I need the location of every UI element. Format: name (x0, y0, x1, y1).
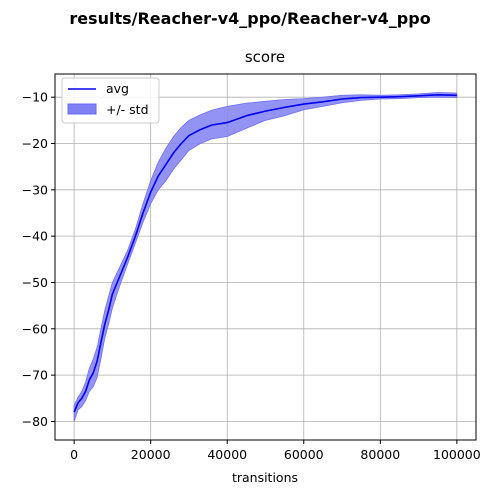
std-band (73, 92, 458, 422)
x-ticks: 0 20000 40000 60000 80000 100000 (70, 440, 481, 462)
legend: avg +/- std (61, 77, 160, 124)
y-tick-label: −80 (22, 414, 48, 429)
y-tick-label: −20 (22, 136, 48, 151)
x-tick-label: 80000 (360, 447, 400, 462)
avg-line (73, 94, 457, 413)
y-ticks: −80 −70 −60 −50 −40 −30 −20 −10 (22, 90, 55, 429)
axes-title: score (245, 48, 285, 66)
legend-avg-label: avg (106, 81, 129, 96)
x-tick-label: 20000 (131, 447, 171, 462)
std-band-layer (73, 92, 458, 422)
y-tick-label: −30 (22, 182, 48, 197)
grid (55, 74, 476, 440)
y-tick-label: −40 (22, 229, 48, 244)
x-tick-label: 0 (70, 447, 78, 462)
legend-std-swatch (67, 103, 97, 115)
x-tick-label: 100000 (433, 447, 481, 462)
y-tick-label: −10 (22, 90, 48, 105)
y-tick-label: −60 (22, 321, 48, 336)
legend-std-label: +/- std (106, 102, 149, 117)
figure-suptitle: results/Reacher-v4_ppo/Reacher-v4_ppo (69, 9, 430, 28)
y-tick-label: −70 (22, 368, 48, 383)
x-tick-label: 40000 (207, 447, 247, 462)
avg-line-layer (73, 94, 457, 413)
y-tick-label: −50 (22, 275, 48, 290)
x-tick-label: 60000 (284, 447, 324, 462)
x-axis-label: transitions (232, 470, 298, 485)
axes-frame (54, 73, 477, 441)
